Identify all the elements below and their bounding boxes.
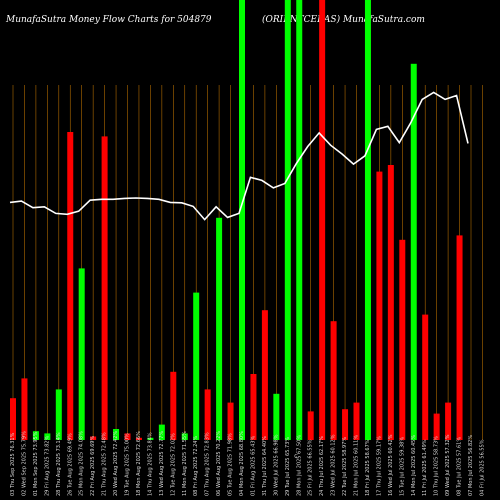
bar <box>90 436 97 440</box>
bar <box>193 292 200 440</box>
x-tick-label: 22 Fri Aug 2025 69.69% <box>90 436 96 496</box>
bar <box>216 217 223 440</box>
bar <box>204 389 211 440</box>
bar <box>250 374 257 440</box>
bar <box>422 314 429 440</box>
x-tick-label: 06 Wed Aug 2025 70.22% <box>216 431 222 496</box>
x-tick-label: 17 Thu Jul 2025 59.17% <box>376 436 382 496</box>
money-flow-line <box>9 91 469 221</box>
bar <box>135 437 142 440</box>
x-tick-label: 31 Thu Jul 2025 64.40% <box>262 436 268 496</box>
x-tick-label: 20 Wed Aug 2025 72.42% <box>113 431 119 496</box>
chart-subtitle: (ORIENTCERAS) MunafaSutra.com <box>262 14 425 25</box>
bar <box>113 429 120 440</box>
bar <box>32 431 39 440</box>
bar <box>284 0 291 440</box>
x-tick-label: 12 Tue Aug 2025 72.02% <box>170 433 176 496</box>
x-tick-label: 24 Thu Jul 2025 62.17% <box>319 436 325 496</box>
bar <box>364 0 371 440</box>
x-tick-label: 11 Fri Jul 2025 61.49% <box>422 439 428 496</box>
bar <box>239 0 245 440</box>
x-tick-label: 05 Tue Aug 2025 71.98% <box>228 433 234 496</box>
x-tick-label: 25 Mon Aug 2025 74.08% <box>79 431 85 496</box>
bar-series <box>10 0 463 441</box>
x-tick-label: 11 Mon Aug 2025 71.55% <box>182 431 188 496</box>
x-tick-label: 21 Mon Jul 2025 60.11% <box>354 435 360 496</box>
x-tick-label: 04 Fri Jul 2025 56.55% <box>479 439 485 496</box>
bar <box>273 393 280 440</box>
bar <box>433 413 440 440</box>
bar <box>78 268 85 440</box>
bar <box>330 321 337 440</box>
bar <box>307 411 314 440</box>
bar <box>181 433 188 440</box>
x-tick-label: 28 Thu Aug 2025 73.14% <box>56 432 62 496</box>
bar <box>67 132 74 440</box>
x-tick-label: 04 Mon Aug 2025 68.80% <box>239 431 245 496</box>
bar <box>456 235 463 440</box>
bar <box>170 371 177 440</box>
x-tick-label: 10 Thu Jul 2025 58.73% <box>434 436 440 496</box>
bar <box>319 0 326 440</box>
x-tick-label: 03 Thu Sep 2025 76.31% <box>10 432 16 496</box>
bar <box>342 409 349 440</box>
bar <box>21 378 28 440</box>
x-tick-label: 21 Thu Aug 2025 72.48% <box>102 432 108 496</box>
x-tick-label: 28 Mon Jul 2025 67.50% <box>296 435 302 496</box>
x-tick-label: 07 Thu Aug 2025 72.83% <box>205 432 211 496</box>
bar <box>387 165 394 440</box>
chart-title: MunafaSutra Money Flow Charts for 504879 <box>5 15 212 25</box>
x-tick-label: 02 Wed Sep 2025 75.79% <box>21 431 27 496</box>
x-tick-label: 14 Mon Jul 2025 60.45% <box>411 435 417 496</box>
x-tick-label: 15 Tue Jul 2025 59.38% <box>399 437 405 496</box>
bar <box>296 0 303 440</box>
bar <box>399 239 406 440</box>
x-tick-label: 08 Tue Jul 2025 57.61% <box>457 437 463 496</box>
x-tick-label: 18 Fri Jul 2025 58.67% <box>365 439 371 496</box>
x-tick-label: 09 Wed Jul 2025 57.32% <box>445 434 451 496</box>
bar <box>44 433 51 440</box>
bar <box>101 136 108 440</box>
x-tick-label: 18 Mon Aug 2025 72.66% <box>136 431 142 496</box>
x-tick-label: 29 Tue Jul 2025 65.73% <box>285 437 291 496</box>
bar <box>410 63 417 441</box>
bar <box>376 171 383 440</box>
bar <box>261 310 268 440</box>
x-tick-label: 23 Wed Jul 2025 60.12% <box>331 434 337 496</box>
bar <box>353 402 360 440</box>
x-tick-label: 16 Wed Jul 2025 60.42% <box>388 434 394 496</box>
bar <box>227 402 234 440</box>
x-tick-label: 14 Thu Aug 2025 73.84% <box>147 432 153 496</box>
x-tick-label: 22 Tue Jul 2025 58.97% <box>342 437 348 496</box>
x-tick-label: 30 Wed Jul 2025 66.98% <box>273 434 279 496</box>
bar <box>10 398 16 440</box>
x-tick-label: 01 Mon Sep 2025 73.95% <box>33 431 39 496</box>
x-tick-label: 26 Tue Aug 2025 69.49% <box>67 433 73 496</box>
bar <box>158 424 165 440</box>
bar <box>147 437 154 440</box>
x-tick-label: 19 Tue Aug 2025 75.00% <box>125 433 131 496</box>
line-series <box>9 91 469 221</box>
center-marker: C <box>294 454 298 460</box>
x-tick-labels: 03 Thu Sep 2025 76.31% 02 Wed Sep 2025 75… <box>10 431 485 496</box>
bar <box>55 389 62 440</box>
x-tick-label: 01 Fri Aug 2025 65.43% <box>250 436 256 496</box>
x-tick-label: 08 Fri Aug 2025 72.24% <box>193 436 199 496</box>
x-tick-label: 25 Fri Jul 2025 66.55% <box>308 439 314 496</box>
x-tick-label: 13 Wed Aug 2025 72.77% <box>159 431 165 496</box>
x-tick-label: 29 Fri Aug 2025 73.82% <box>44 436 50 496</box>
bar <box>124 433 131 440</box>
bar <box>445 402 452 440</box>
x-tick-label: 07 Mon Jul 2025 56.82% <box>468 435 474 496</box>
